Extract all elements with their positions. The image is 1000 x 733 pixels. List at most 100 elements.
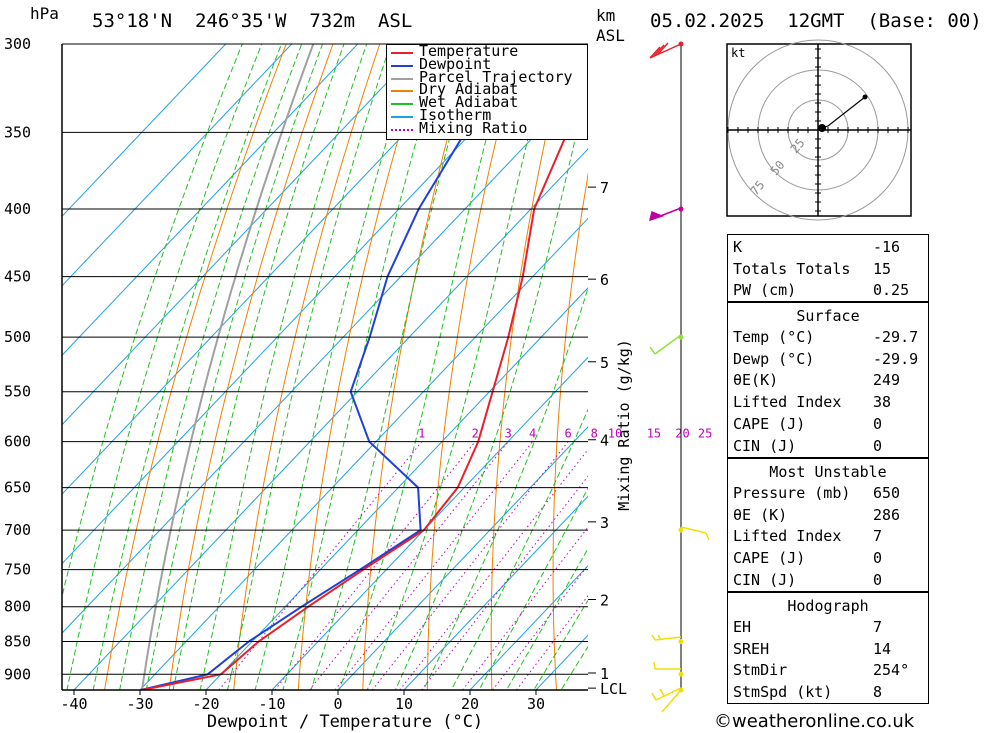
index-row: EH 7 bbox=[728, 616, 928, 637]
x-axis-title: Dewpoint / Temperature (°C) bbox=[207, 712, 483, 732]
wet-adiabat-line bbox=[505, 547, 588, 690]
surface-indices-table: Surface Temp (°C) -29.7 Dewp (°C) -29.9 θE(K… bbox=[727, 302, 929, 458]
mixing-ratio-label: 20 bbox=[675, 427, 689, 441]
isotherm-line bbox=[139, 217, 588, 690]
mixing-ratio-line bbox=[334, 441, 533, 690]
index-row: Totals Totals 15 bbox=[728, 258, 928, 279]
wind-barb bbox=[649, 42, 682, 59]
km-tick-label: 2 bbox=[600, 591, 609, 609]
legend-swatch bbox=[391, 52, 413, 54]
general-indices-table: K -16 Totals Totals 15 PW (cm) 0.25 bbox=[727, 234, 929, 302]
legend-swatch bbox=[391, 116, 413, 118]
legend-label: Mixing Ratio bbox=[419, 118, 528, 137]
dry-adiabat-line bbox=[297, 44, 427, 690]
index-label: CAPE (J) bbox=[733, 414, 806, 433]
index-label: Lifted Index bbox=[733, 527, 842, 546]
index-label: Lifted Index bbox=[733, 393, 842, 412]
dry-adiabat-line bbox=[552, 171, 588, 690]
mixing-ratio-label: 25 bbox=[698, 427, 712, 441]
index-row: K -16 bbox=[728, 236, 928, 257]
wet-adiabat-line bbox=[172, 44, 345, 690]
wet-adiabat-line bbox=[310, 44, 477, 690]
dry-adiabat-line bbox=[168, 44, 334, 690]
asl-unit-label: ASL bbox=[596, 26, 625, 45]
pressure-tick-label: 850 bbox=[4, 632, 31, 650]
km-tick-label: 5 bbox=[600, 354, 609, 372]
hodograph-indices-table: Hodograph EH 7 SREH 14 StmDir 254° StmSpd (kt)… bbox=[727, 592, 929, 704]
pressure-tick-label: 700 bbox=[4, 521, 31, 539]
wet-adiabat-line bbox=[478, 487, 588, 690]
km-tick-label: 1 bbox=[600, 665, 609, 683]
wind-barb bbox=[651, 687, 682, 713]
mixing-ratio-label: 3 bbox=[505, 427, 512, 441]
wind-level-dot bbox=[678, 41, 684, 47]
mixing-ratio-label: 4 bbox=[529, 427, 536, 441]
wet-adiabat-line bbox=[62, 44, 243, 599]
isotherm-line bbox=[62, 78, 588, 634]
index-label: θE (K) bbox=[733, 505, 788, 524]
index-value: 8 bbox=[873, 683, 883, 702]
index-value: 7 bbox=[873, 527, 883, 546]
isotherm-line bbox=[73, 148, 588, 690]
km-tick-label: 4 bbox=[600, 432, 609, 450]
index-value: -29.7 bbox=[873, 328, 919, 346]
x-tick-label: -10 bbox=[258, 695, 285, 713]
x-tick-label: 30 bbox=[527, 695, 545, 713]
isotherm-line bbox=[469, 565, 588, 690]
dry-adiabat-line bbox=[426, 44, 521, 690]
datetime-title: 05.02.2025 12GMT (Base: 00) bbox=[650, 10, 982, 32]
most-unstable-title: Most Unstable bbox=[769, 463, 887, 481]
dry-adiabat-line bbox=[490, 44, 568, 690]
index-value: -29.9 bbox=[873, 349, 919, 368]
index-label: Pressure (mb) bbox=[733, 484, 851, 502]
pressure-tick-label: 300 bbox=[4, 35, 31, 53]
index-row: StmSpd (kt) 8 bbox=[728, 681, 928, 702]
mixing-ratio-label: 8 bbox=[591, 427, 598, 441]
index-label: θE(K) bbox=[733, 371, 779, 390]
index-row: Lifted Index 38 bbox=[728, 391, 928, 412]
km-tick-label: 3 bbox=[600, 514, 609, 532]
wet-adiabat-line bbox=[199, 44, 368, 690]
isotherm-line bbox=[62, 44, 227, 218]
index-row: θE(K) 249 bbox=[728, 369, 928, 390]
x-tick-label: -40 bbox=[60, 695, 87, 713]
dewpoint-line bbox=[140, 44, 517, 690]
hodograph-end-point bbox=[862, 94, 868, 100]
legend-item: Wet Adiabat bbox=[391, 95, 586, 110]
wind-barb bbox=[680, 526, 710, 541]
surface-title: Surface bbox=[796, 307, 860, 325]
legend-item: Mixing Ratio bbox=[391, 118, 586, 137]
x-tick-label: -30 bbox=[126, 695, 153, 713]
isotherm-line bbox=[62, 44, 359, 356]
index-value: 7 bbox=[873, 618, 883, 636]
index-label: StmDir bbox=[733, 661, 788, 680]
index-value: 0 bbox=[873, 570, 883, 589]
index-value: 0 bbox=[873, 414, 883, 433]
mixing-ratio-label: 15 bbox=[647, 427, 661, 441]
wind-level-dot bbox=[678, 687, 684, 693]
index-row: Dewp (°C) -29.9 bbox=[728, 348, 928, 369]
mixing-ratio-line bbox=[421, 475, 588, 690]
legend-label: Dry Adiabat bbox=[419, 80, 519, 99]
index-label: CIN (J) bbox=[733, 436, 797, 455]
index-value: 0 bbox=[873, 549, 883, 568]
index-row: Lifted Index 7 bbox=[728, 525, 928, 546]
legend-label: Parcel Trajectory bbox=[419, 67, 573, 86]
legend-swatch bbox=[391, 77, 413, 80]
index-value: 14 bbox=[873, 639, 892, 658]
index-value: 38 bbox=[873, 393, 892, 412]
km-tick-label: 7 bbox=[600, 179, 609, 197]
index-value: -16 bbox=[873, 238, 901, 256]
dry-adiabat-line bbox=[987, 44, 1000, 690]
most-unstable-table: Most Unstable Pressure (mb) 650 θE (K) 286 L… bbox=[727, 458, 929, 592]
wet-adiabat-line bbox=[66, 44, 263, 690]
storm-motion-marker bbox=[818, 124, 826, 132]
wet-adiabat-line bbox=[338, 44, 512, 690]
credit-link[interactable]: ©weatheronline.co.uk bbox=[714, 711, 915, 732]
index-value: 286 bbox=[873, 505, 901, 524]
legend-swatch bbox=[391, 128, 413, 131]
wind-level-dot bbox=[678, 206, 684, 212]
index-row: PW (cm) 0.25 bbox=[728, 279, 928, 300]
legend-swatch bbox=[391, 103, 413, 106]
